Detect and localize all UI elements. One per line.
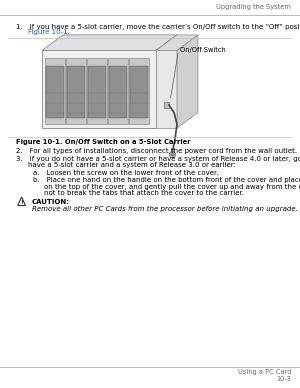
Text: Using a PC Card: Using a PC Card xyxy=(238,369,291,375)
Text: on the top of the cover, and gently pull the cover up and away from the carrier.: on the top of the cover, and gently pull… xyxy=(44,184,300,189)
Text: On/Off Switch: On/Off Switch xyxy=(180,47,226,54)
Bar xyxy=(156,50,177,128)
Text: Remove all other PC Cards from the processor before initiating an upgrade.: Remove all other PC Cards from the proce… xyxy=(32,206,297,212)
Text: !: ! xyxy=(20,200,23,205)
Polygon shape xyxy=(177,35,198,128)
Text: 3. If you do not have a 5-slot carrier or have a system of Release 4.0 or later,: 3. If you do not have a 5-slot carrier o… xyxy=(16,156,300,161)
Polygon shape xyxy=(156,35,177,128)
Bar xyxy=(109,66,127,118)
Text: Upgrading the System: Upgrading the System xyxy=(216,5,291,10)
Bar xyxy=(88,66,106,118)
Bar xyxy=(130,66,148,118)
Text: not to break the tabs that attach the cover to the carrier.: not to break the tabs that attach the co… xyxy=(44,190,244,196)
Text: 2. For all types of installations, disconnect the power cord from the wall outle: 2. For all types of installations, disco… xyxy=(16,148,298,154)
Text: Figure 10-1. On/Off Switch on a 5-Slot Carrier: Figure 10-1. On/Off Switch on a 5-Slot C… xyxy=(16,139,191,144)
Bar xyxy=(45,58,65,124)
Text: have a 5-slot carrier and a system of Release 3.0 or earlier:: have a 5-slot carrier and a system of Re… xyxy=(28,162,236,168)
Text: Figure 10-1.: Figure 10-1. xyxy=(28,29,70,35)
Bar xyxy=(42,50,156,128)
Text: CAUTION:: CAUTION: xyxy=(32,199,70,205)
Text: 1. If you have a 5-slot carrier, move the carrier’s On/Off switch to the “Off” p: 1. If you have a 5-slot carrier, move th… xyxy=(16,23,300,30)
Polygon shape xyxy=(42,35,177,50)
Text: a. Loosen the screw on the lower front of the cover.: a. Loosen the screw on the lower front o… xyxy=(33,170,218,175)
Polygon shape xyxy=(18,197,26,206)
Bar xyxy=(87,58,107,124)
Bar xyxy=(46,66,64,118)
Bar xyxy=(129,58,149,124)
Polygon shape xyxy=(156,35,198,50)
Bar xyxy=(164,102,169,108)
Text: 10-3: 10-3 xyxy=(276,376,291,382)
Bar xyxy=(108,58,128,124)
Bar xyxy=(67,66,85,118)
Text: b. Place one hand on the handle on the bottom front of the cover and place your : b. Place one hand on the handle on the b… xyxy=(33,177,300,183)
Bar xyxy=(66,58,86,124)
